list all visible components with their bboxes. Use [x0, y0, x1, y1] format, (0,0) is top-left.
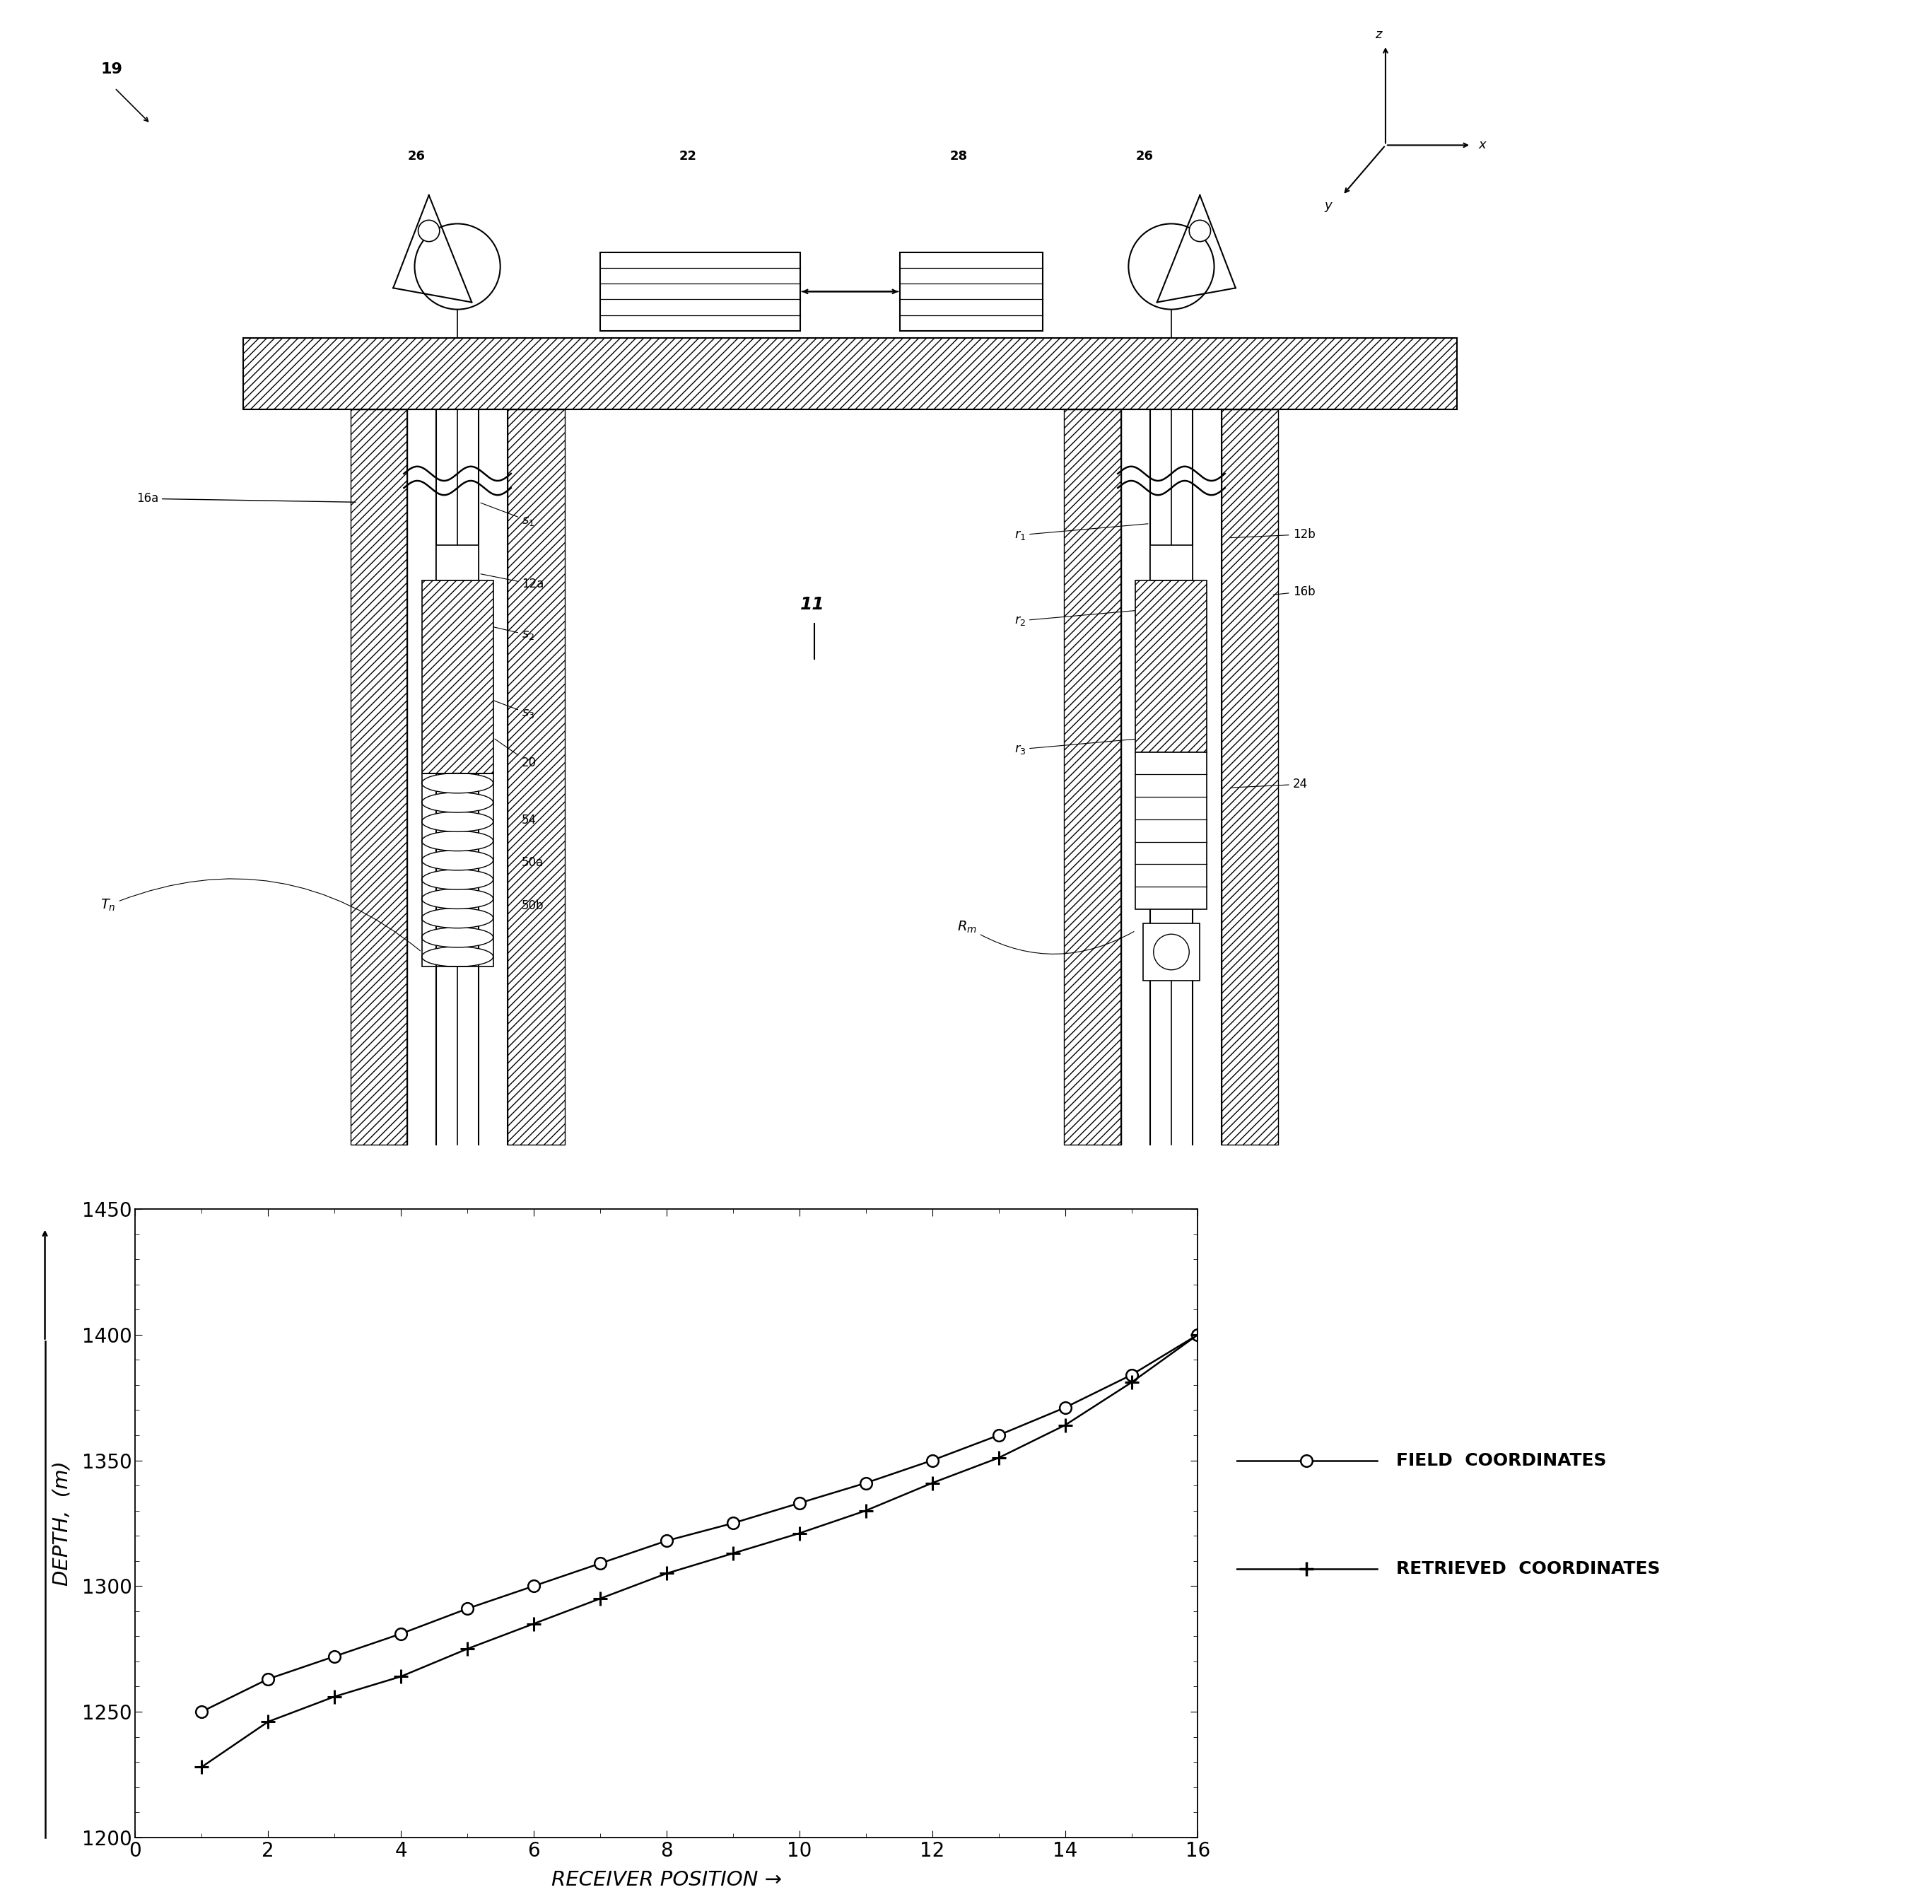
- Line: RETRIEVED  COORDINATES: RETRIEVED COORDINATES: [195, 1327, 1206, 1775]
- Bar: [601, 253, 800, 331]
- FIELD  COORDINATES: [589, 1552, 612, 1575]
- Circle shape: [415, 223, 500, 310]
- Text: 54: 54: [522, 813, 537, 826]
- Text: 24: 24: [1231, 779, 1308, 790]
- Text: $s_3$: $s_3$: [481, 695, 535, 720]
- Ellipse shape: [421, 889, 493, 908]
- FIELD  COORDINATES: [189, 1700, 213, 1723]
- Text: FIELD  COORDINATES: FIELD COORDINATES: [1395, 1453, 1605, 1468]
- Text: 22: 22: [678, 150, 696, 162]
- FIELD  COORDINATES: [323, 1645, 346, 1668]
- FIELD  COORDINATES: [1186, 1323, 1209, 1346]
- RETRIEVED  COORDINATES: [189, 1755, 213, 1778]
- Text: 50a: 50a: [522, 857, 543, 868]
- RETRIEVED  COORDINATES: [456, 1637, 479, 1660]
- Text: y: y: [1325, 200, 1333, 211]
- Circle shape: [417, 221, 440, 242]
- FIELD  COORDINATES: [522, 1575, 545, 1597]
- Ellipse shape: [421, 830, 493, 851]
- Ellipse shape: [421, 773, 493, 794]
- Text: 28: 28: [951, 150, 968, 162]
- Text: 50b: 50b: [522, 899, 545, 912]
- Text: $s_2$: $s_2$: [481, 625, 535, 642]
- Text: 26: 26: [408, 150, 425, 162]
- Ellipse shape: [421, 792, 493, 813]
- RETRIEVED  COORDINATES: [854, 1498, 877, 1521]
- Ellipse shape: [421, 927, 493, 948]
- Bar: [1221, 409, 1279, 1144]
- FIELD  COORDINATES: [721, 1512, 744, 1535]
- Bar: [900, 253, 1043, 331]
- RETRIEVED  COORDINATES: [922, 1472, 945, 1495]
- Circle shape: [1128, 223, 1213, 310]
- Text: 20: 20: [495, 739, 537, 769]
- RETRIEVED  COORDINATES: [987, 1447, 1010, 1470]
- RETRIEVED  COORDINATES: [589, 1588, 612, 1611]
- FIELD  COORDINATES: [390, 1622, 413, 1645]
- Circle shape: [1190, 221, 1211, 242]
- FIELD  COORDINATES: [854, 1472, 877, 1495]
- Bar: [508, 409, 564, 1144]
- Bar: [1136, 581, 1208, 752]
- FIELD  COORDINATES: [257, 1668, 280, 1691]
- Bar: [437, 545, 479, 581]
- X-axis label: RECEIVER POSITION →: RECEIVER POSITION →: [551, 1870, 782, 1891]
- Circle shape: [1153, 935, 1190, 969]
- Text: 12a: 12a: [481, 573, 545, 590]
- Bar: [1150, 545, 1192, 581]
- RETRIEVED  COORDINATES: [721, 1542, 744, 1565]
- Text: RETRIEVED  COORDINATES: RETRIEVED COORDINATES: [1395, 1561, 1660, 1577]
- Text: $r_1$: $r_1$: [1014, 524, 1148, 541]
- Text: $r_2$: $r_2$: [1014, 609, 1148, 626]
- Text: x: x: [1478, 139, 1486, 152]
- FIELD  COORDINATES: [655, 1529, 678, 1552]
- Bar: [1142, 923, 1200, 981]
- Text: $T_n$: $T_n$: [100, 880, 421, 950]
- RETRIEVED  COORDINATES: [1121, 1371, 1144, 1394]
- Text: 12b: 12b: [1231, 527, 1316, 541]
- RETRIEVED  COORDINATES: [1053, 1415, 1076, 1438]
- RETRIEVED  COORDINATES: [323, 1685, 346, 1708]
- Text: $s_1$: $s_1$: [481, 503, 535, 527]
- Text: 19: 19: [100, 63, 122, 76]
- Text: $r_3$: $r_3$: [1014, 739, 1148, 756]
- Text: 26: 26: [1136, 150, 1153, 162]
- FIELD  COORDINATES: [1053, 1396, 1076, 1418]
- Bar: [243, 337, 1457, 409]
- RETRIEVED  COORDINATES: [522, 1613, 545, 1636]
- RETRIEVED  COORDINATES: [390, 1666, 413, 1689]
- Ellipse shape: [421, 870, 493, 889]
- Bar: [421, 581, 493, 773]
- RETRIEVED  COORDINATES: [1186, 1323, 1209, 1346]
- FIELD  COORDINATES: [456, 1597, 479, 1620]
- Ellipse shape: [421, 811, 493, 832]
- Bar: [1136, 752, 1208, 910]
- Y-axis label: DEPTH,  (m): DEPTH, (m): [52, 1460, 71, 1586]
- Ellipse shape: [421, 908, 493, 927]
- RETRIEVED  COORDINATES: [257, 1710, 280, 1733]
- Text: 16a: 16a: [135, 493, 355, 505]
- FIELD  COORDINATES: [788, 1491, 811, 1514]
- FIELD  COORDINATES: [922, 1449, 945, 1472]
- Bar: [350, 409, 408, 1144]
- Ellipse shape: [421, 946, 493, 967]
- Bar: [1065, 409, 1121, 1144]
- Text: z: z: [1376, 29, 1381, 40]
- Bar: [421, 773, 493, 967]
- Line: FIELD  COORDINATES: FIELD COORDINATES: [195, 1329, 1204, 1717]
- Text: 11: 11: [800, 596, 825, 613]
- RETRIEVED  COORDINATES: [788, 1521, 811, 1544]
- RETRIEVED  COORDINATES: [655, 1561, 678, 1584]
- FIELD  COORDINATES: [987, 1424, 1010, 1447]
- Text: 16b: 16b: [1273, 585, 1316, 598]
- Ellipse shape: [421, 851, 493, 870]
- Text: $R_m$: $R_m$: [956, 920, 1134, 954]
- FIELD  COORDINATES: [1121, 1363, 1144, 1386]
